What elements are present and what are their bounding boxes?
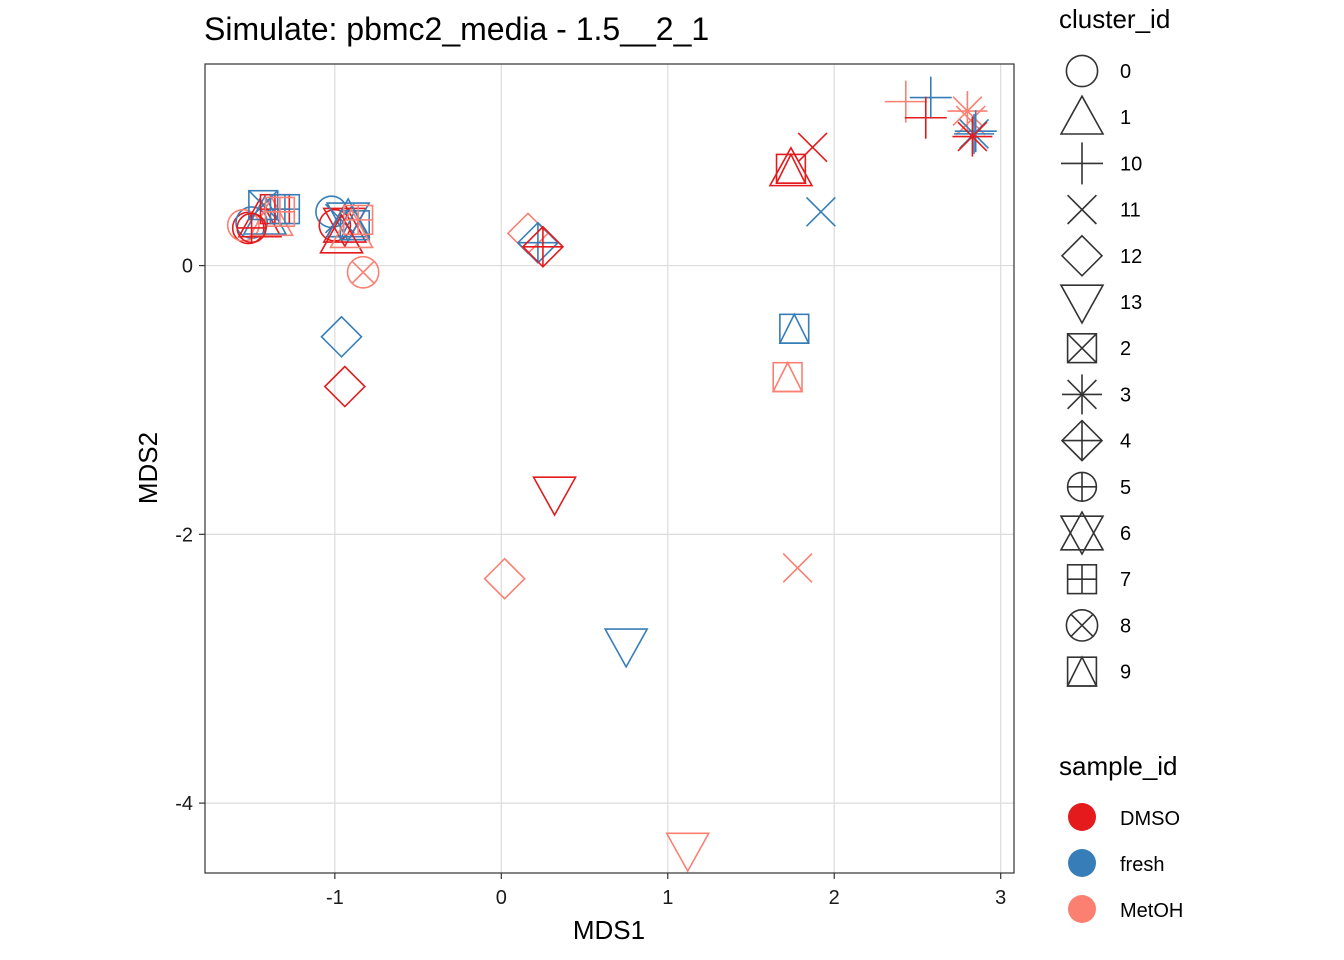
y-tick-label: -4: [175, 793, 193, 815]
data-point-cluster-11-MetOH: [782, 552, 813, 583]
color-legend-label: MetOH: [1120, 900, 1183, 922]
plot-panel: [204, 63, 1015, 874]
data-point-cluster-7-MetOH: [264, 196, 296, 228]
shape-legend-label: 0: [1120, 61, 1131, 83]
shape-legend-label: 10: [1120, 153, 1142, 175]
shape-legend-key-square-plus: [1066, 563, 1098, 595]
color-legend-item-fresh: fresh: [1068, 849, 1164, 877]
shape-legend-item-11: 11: [1067, 194, 1141, 225]
shape-legend-key-star-of-david: [1059, 510, 1105, 556]
data-point-cluster-9-fresh: [778, 312, 810, 344]
shape-legend-item-2: 2: [1066, 332, 1131, 364]
shape-legend-item-3: 3: [1062, 374, 1131, 415]
data-point-cluster-1-DMSO: [319, 213, 364, 254]
data-point-cluster-10-DMSO: [904, 96, 947, 139]
data-point-cluster-13-fresh: [603, 628, 649, 669]
shape-legend-key-circle-cross: [1065, 609, 1099, 642]
shape-legend-label: 3: [1120, 384, 1131, 406]
shape-legend-item-10: 10: [1061, 142, 1142, 185]
chart-title: Simulate: pbmc2_media - 1.5__2_1: [204, 11, 709, 47]
color-legend-item-DMSO: DMSO: [1068, 803, 1180, 831]
shape-legend-label: 8: [1120, 615, 1131, 637]
x-tick-label: 3: [995, 887, 1006, 909]
data-point-cluster-1-DMSO: [768, 146, 814, 187]
shape-legend-key-square-cross: [1066, 332, 1098, 364]
color-legend-item-MetOH: MetOH: [1068, 895, 1183, 923]
data-point-cluster-10-MetOH: [884, 80, 927, 123]
x-tick-label: 2: [829, 887, 840, 909]
color-legend: DMSO fresh MetOH: [1068, 803, 1183, 923]
shape-legend-item-0: 0: [1065, 54, 1131, 88]
color-legend-label: fresh: [1120, 854, 1164, 876]
data-point-cluster-3-DMSO: [952, 116, 993, 157]
shape-legend-key-cross: [1067, 194, 1097, 225]
color-legend-title: sample_id: [1059, 751, 1178, 781]
shape-legend-item-6: 6: [1059, 510, 1131, 556]
shape-legend-key-triangle: [1059, 94, 1105, 135]
shape-legend-key-asterisk: [1062, 374, 1102, 415]
color-legend-label: DMSO: [1120, 808, 1180, 830]
shape-legend-item-1: 1: [1059, 94, 1131, 135]
x-tick-label: 0: [496, 887, 507, 909]
data-point-cluster-9-DMSO: [775, 152, 807, 185]
y-axis-ticks: 0 -2 -4: [175, 256, 205, 815]
shape-legend-label: 7: [1120, 569, 1131, 591]
y-tick-label: 0: [182, 256, 193, 278]
x-axis-ticks: -1 0 1 2 3: [326, 873, 1006, 909]
shape-legend-item-13: 13: [1059, 284, 1142, 325]
data-point-cluster-13-DMSO: [532, 476, 577, 517]
data-point-cluster-0-MetOH: [226, 208, 260, 242]
shape-legend-key-diamond-plus: [1060, 419, 1104, 462]
shape-legend-label: 13: [1120, 292, 1142, 314]
shape-legend-item-9: 9: [1066, 655, 1131, 687]
shape-legend-item-7: 7: [1066, 563, 1131, 595]
shape-legend-key-plus: [1061, 142, 1103, 185]
y-axis-title: MDS2: [133, 432, 163, 504]
shape-legend-label: 11: [1120, 200, 1141, 222]
shape-legend-key-circle-plus: [1066, 471, 1098, 502]
shape-legend-key-triangle-down: [1059, 284, 1105, 325]
shape-legend-key-circle: [1065, 54, 1099, 88]
x-axis-title: MDS1: [573, 915, 645, 945]
data-point-cluster-12-MetOH: [483, 557, 526, 600]
shape-legend-label: 6: [1120, 523, 1131, 545]
y-tick-label: -2: [175, 524, 193, 546]
data-point-cluster-5-DMSO: [236, 212, 267, 244]
shape-legend-item-4: 4: [1060, 419, 1131, 462]
data-point-cluster-4-DMSO: [521, 225, 565, 268]
data-point-cluster-11-MetOH: [955, 105, 986, 136]
shape-legend-label: 9: [1120, 662, 1131, 684]
data-point-cluster-1-MetOH: [329, 207, 374, 249]
data-point-cluster-12-DMSO: [323, 365, 366, 408]
shape-legend-label: 2: [1120, 338, 1131, 360]
data-point-cluster-11-DMSO: [797, 132, 828, 163]
shape-legend-item-8: 8: [1065, 609, 1131, 642]
data-point-cluster-8-MetOH: [346, 255, 380, 289]
shape-legend-label: 4: [1120, 431, 1131, 453]
color-legend-swatch: [1068, 849, 1096, 877]
shape-legend-key-diamond: [1060, 234, 1104, 277]
data-point-cluster-13-MetOH: [665, 832, 711, 873]
data-point-cluster-9-MetOH: [771, 360, 804, 393]
shape-legend-label: 5: [1120, 477, 1131, 499]
shape-legend-title: cluster_id: [1059, 4, 1170, 34]
shape-legend: 0 1 10 11 12 13 2 3 4 5 6 7 8 9: [1059, 54, 1142, 687]
grid-lines: [205, 64, 1014, 873]
data-point-cluster-3-MetOH: [947, 91, 988, 132]
shape-legend-label: 1: [1120, 107, 1131, 129]
data-point-cluster-11-fresh: [805, 196, 836, 227]
x-tick-label: -1: [326, 887, 344, 909]
shape-legend-label: 12: [1120, 246, 1142, 268]
shape-legend-item-12: 12: [1060, 234, 1142, 277]
data-point-cluster-10-fresh: [909, 76, 952, 119]
color-legend-swatch: [1068, 895, 1096, 923]
color-legend-swatch: [1068, 803, 1096, 831]
data-points: [226, 76, 997, 873]
data-point-cluster-12-fresh: [320, 315, 363, 358]
shape-legend-key-square-triangle: [1066, 655, 1098, 687]
x-tick-label: 1: [662, 887, 673, 909]
shape-legend-item-5: 5: [1066, 471, 1131, 502]
